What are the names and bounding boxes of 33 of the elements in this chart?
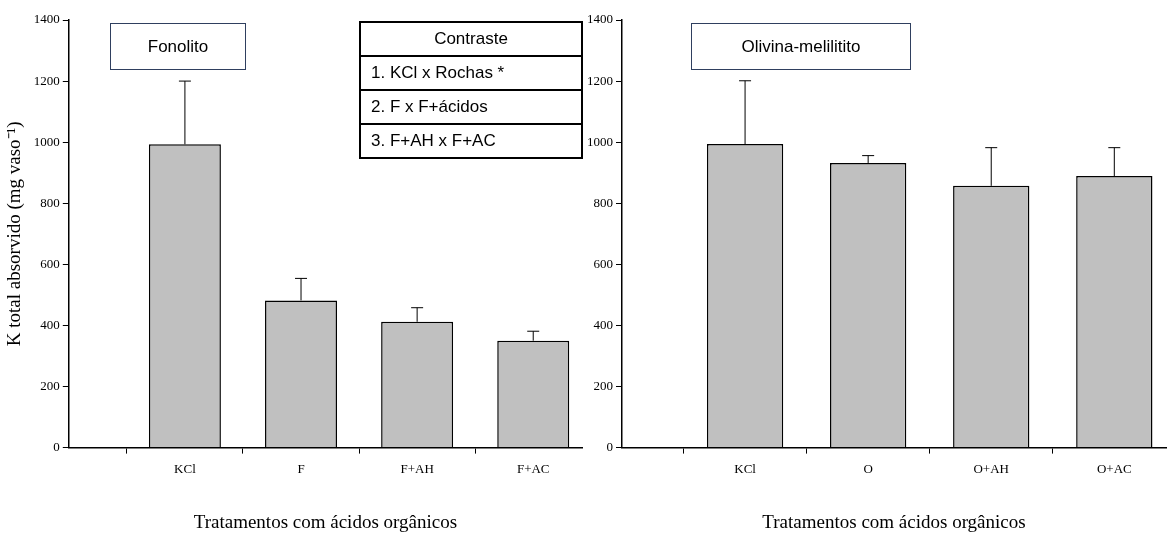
x-tick-label: F — [297, 460, 305, 476]
annotation: 1. KCl x Rochas * — [361, 55, 581, 89]
annotation: Contraste — [433, 28, 509, 50]
y-tick-label: 1400 — [33, 11, 60, 27]
x-tick-label: KCl — [174, 460, 197, 476]
y-tick-label: 1200 — [33, 72, 60, 88]
annotation: 2. F x F+ácidos — [361, 89, 581, 123]
y-tick-label: 600 — [593, 255, 613, 271]
y-tick-label: 800 — [40, 194, 60, 210]
y-tick-label: 200 — [593, 377, 613, 393]
y-tick-label: 600 — [40, 255, 60, 271]
x-tick-label: O+AC — [1096, 460, 1132, 476]
x-axis-title: Tratamentos com ácidos orgânicos — [762, 510, 1026, 532]
y-tick-label: 1000 — [587, 133, 613, 149]
y-tick-label: 800 — [593, 194, 613, 210]
x-tick-label: F+AC — [516, 460, 550, 476]
y-tick-label: 1200 — [587, 72, 613, 88]
x-tick-label: F+AH — [400, 460, 434, 476]
annotation: 3. F+AH x F+AC — [361, 123, 581, 157]
x-axis-title: Tratamentos com ácidos orgânicos — [193, 510, 458, 532]
x-tick-label: KCl — [734, 460, 757, 476]
y-tick-label: 0 — [53, 439, 60, 455]
y-axis-title: K total absorvido (mg vaso⁻¹) — [3, 121, 26, 347]
x-tick-label: O — [863, 460, 873, 476]
y-tick-label: 400 — [40, 316, 60, 332]
label-box: Olivina-melilitito — [691, 23, 911, 70]
x-tick-label: O+AH — [973, 460, 1009, 476]
y-tick-label: 400 — [593, 316, 613, 332]
y-tick-label: 0 — [606, 439, 613, 455]
y-tick-label: 1000 — [33, 133, 60, 149]
y-tick-label: 200 — [40, 377, 60, 393]
y-tick-label: 1400 — [587, 11, 613, 27]
label-box: Fonolito — [110, 23, 246, 70]
